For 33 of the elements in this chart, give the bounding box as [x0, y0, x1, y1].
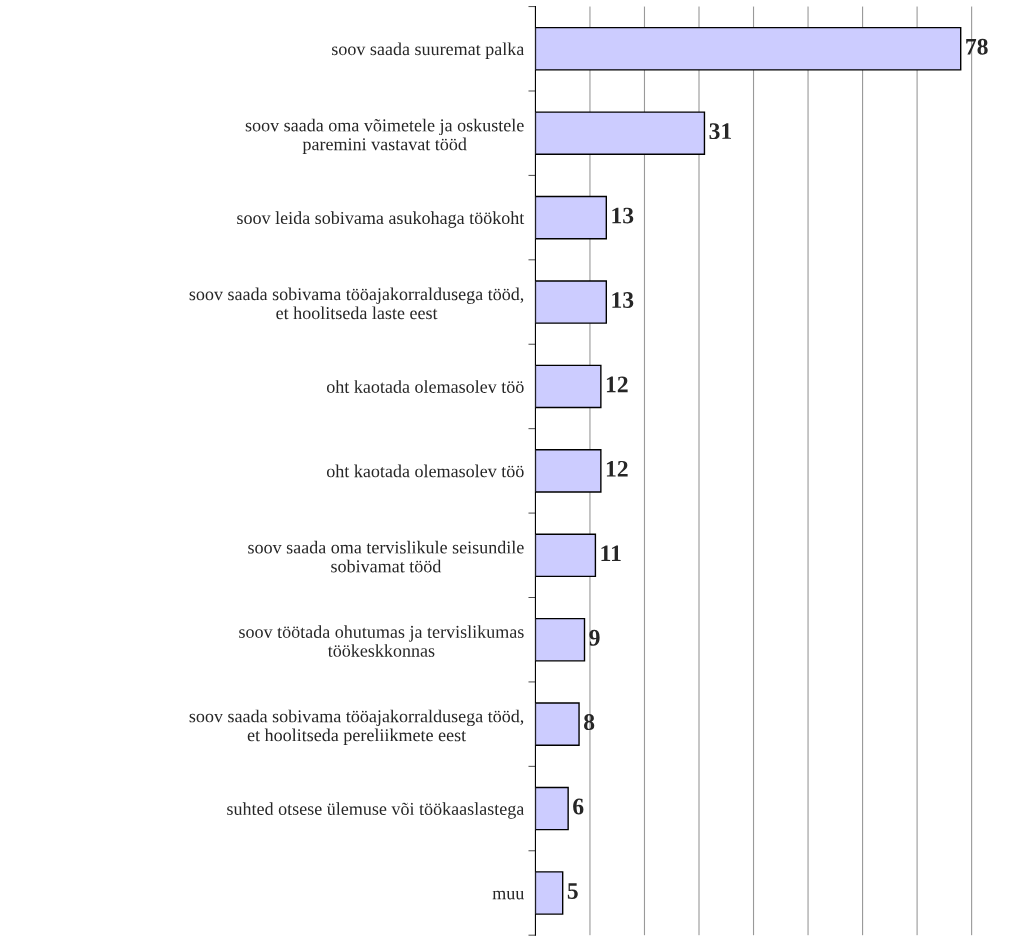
- y-tick-label: oht kaotada olemasolev töö: [326, 380, 524, 393]
- y-tick-label: soov leida sobivama asukohaga töökoht: [237, 211, 525, 228]
- data-label: 9: [589, 629, 600, 646]
- data-label: 13: [612, 292, 634, 308]
- data-label: 12: [606, 376, 628, 393]
- bar: [535, 533, 597, 578]
- data-label: 5: [567, 883, 578, 899]
- y-tick-label: soov saada sobivama tööajakorraldusega tööd, et hoolitseda pereliikmete eest: [189, 709, 524, 745]
- bar: [535, 617, 586, 662]
- data-label: 12: [606, 460, 628, 477]
- y-tick-label: oht kaotada olemasolev töö: [326, 464, 524, 478]
- bar: [535, 702, 580, 746]
- data-label: 31: [709, 123, 732, 140]
- y-tick-label: soov saada suuremat palka: [332, 42, 525, 59]
- y-tick-label: soov saada sobivama tööajakorraldusega tööd, et hoolitseda laste eest: [189, 287, 524, 320]
- y-tick-label: soov saada oma tervislikule seisundile sobivamat tööd: [248, 540, 524, 573]
- bar: [535, 786, 569, 831]
- y-tick-label: soov saada oma võimetele ja oskustele paremini vastavat tööd: [245, 118, 524, 154]
- y-tick-label: suhted otsese ülemuse või töökaaslastega: [227, 802, 525, 819]
- bar: [535, 111, 706, 155]
- bar: [535, 280, 608, 324]
- y-tick-label: soov töötada ohutumas ja tervislikumas töökeskkonnas: [239, 625, 524, 657]
- bar: [535, 871, 564, 915]
- data-label: 6: [573, 798, 584, 815]
- bar: [535, 26, 962, 71]
- data-label: 78: [966, 38, 988, 55]
- data-label: 11: [601, 545, 621, 561]
- data-label: 8: [584, 714, 595, 731]
- bar: [535, 449, 602, 493]
- y-tick-label: muu: [492, 890, 525, 900]
- bar: [535, 195, 608, 240]
- bar: [535, 364, 602, 409]
- data-label: 13: [612, 207, 634, 224]
